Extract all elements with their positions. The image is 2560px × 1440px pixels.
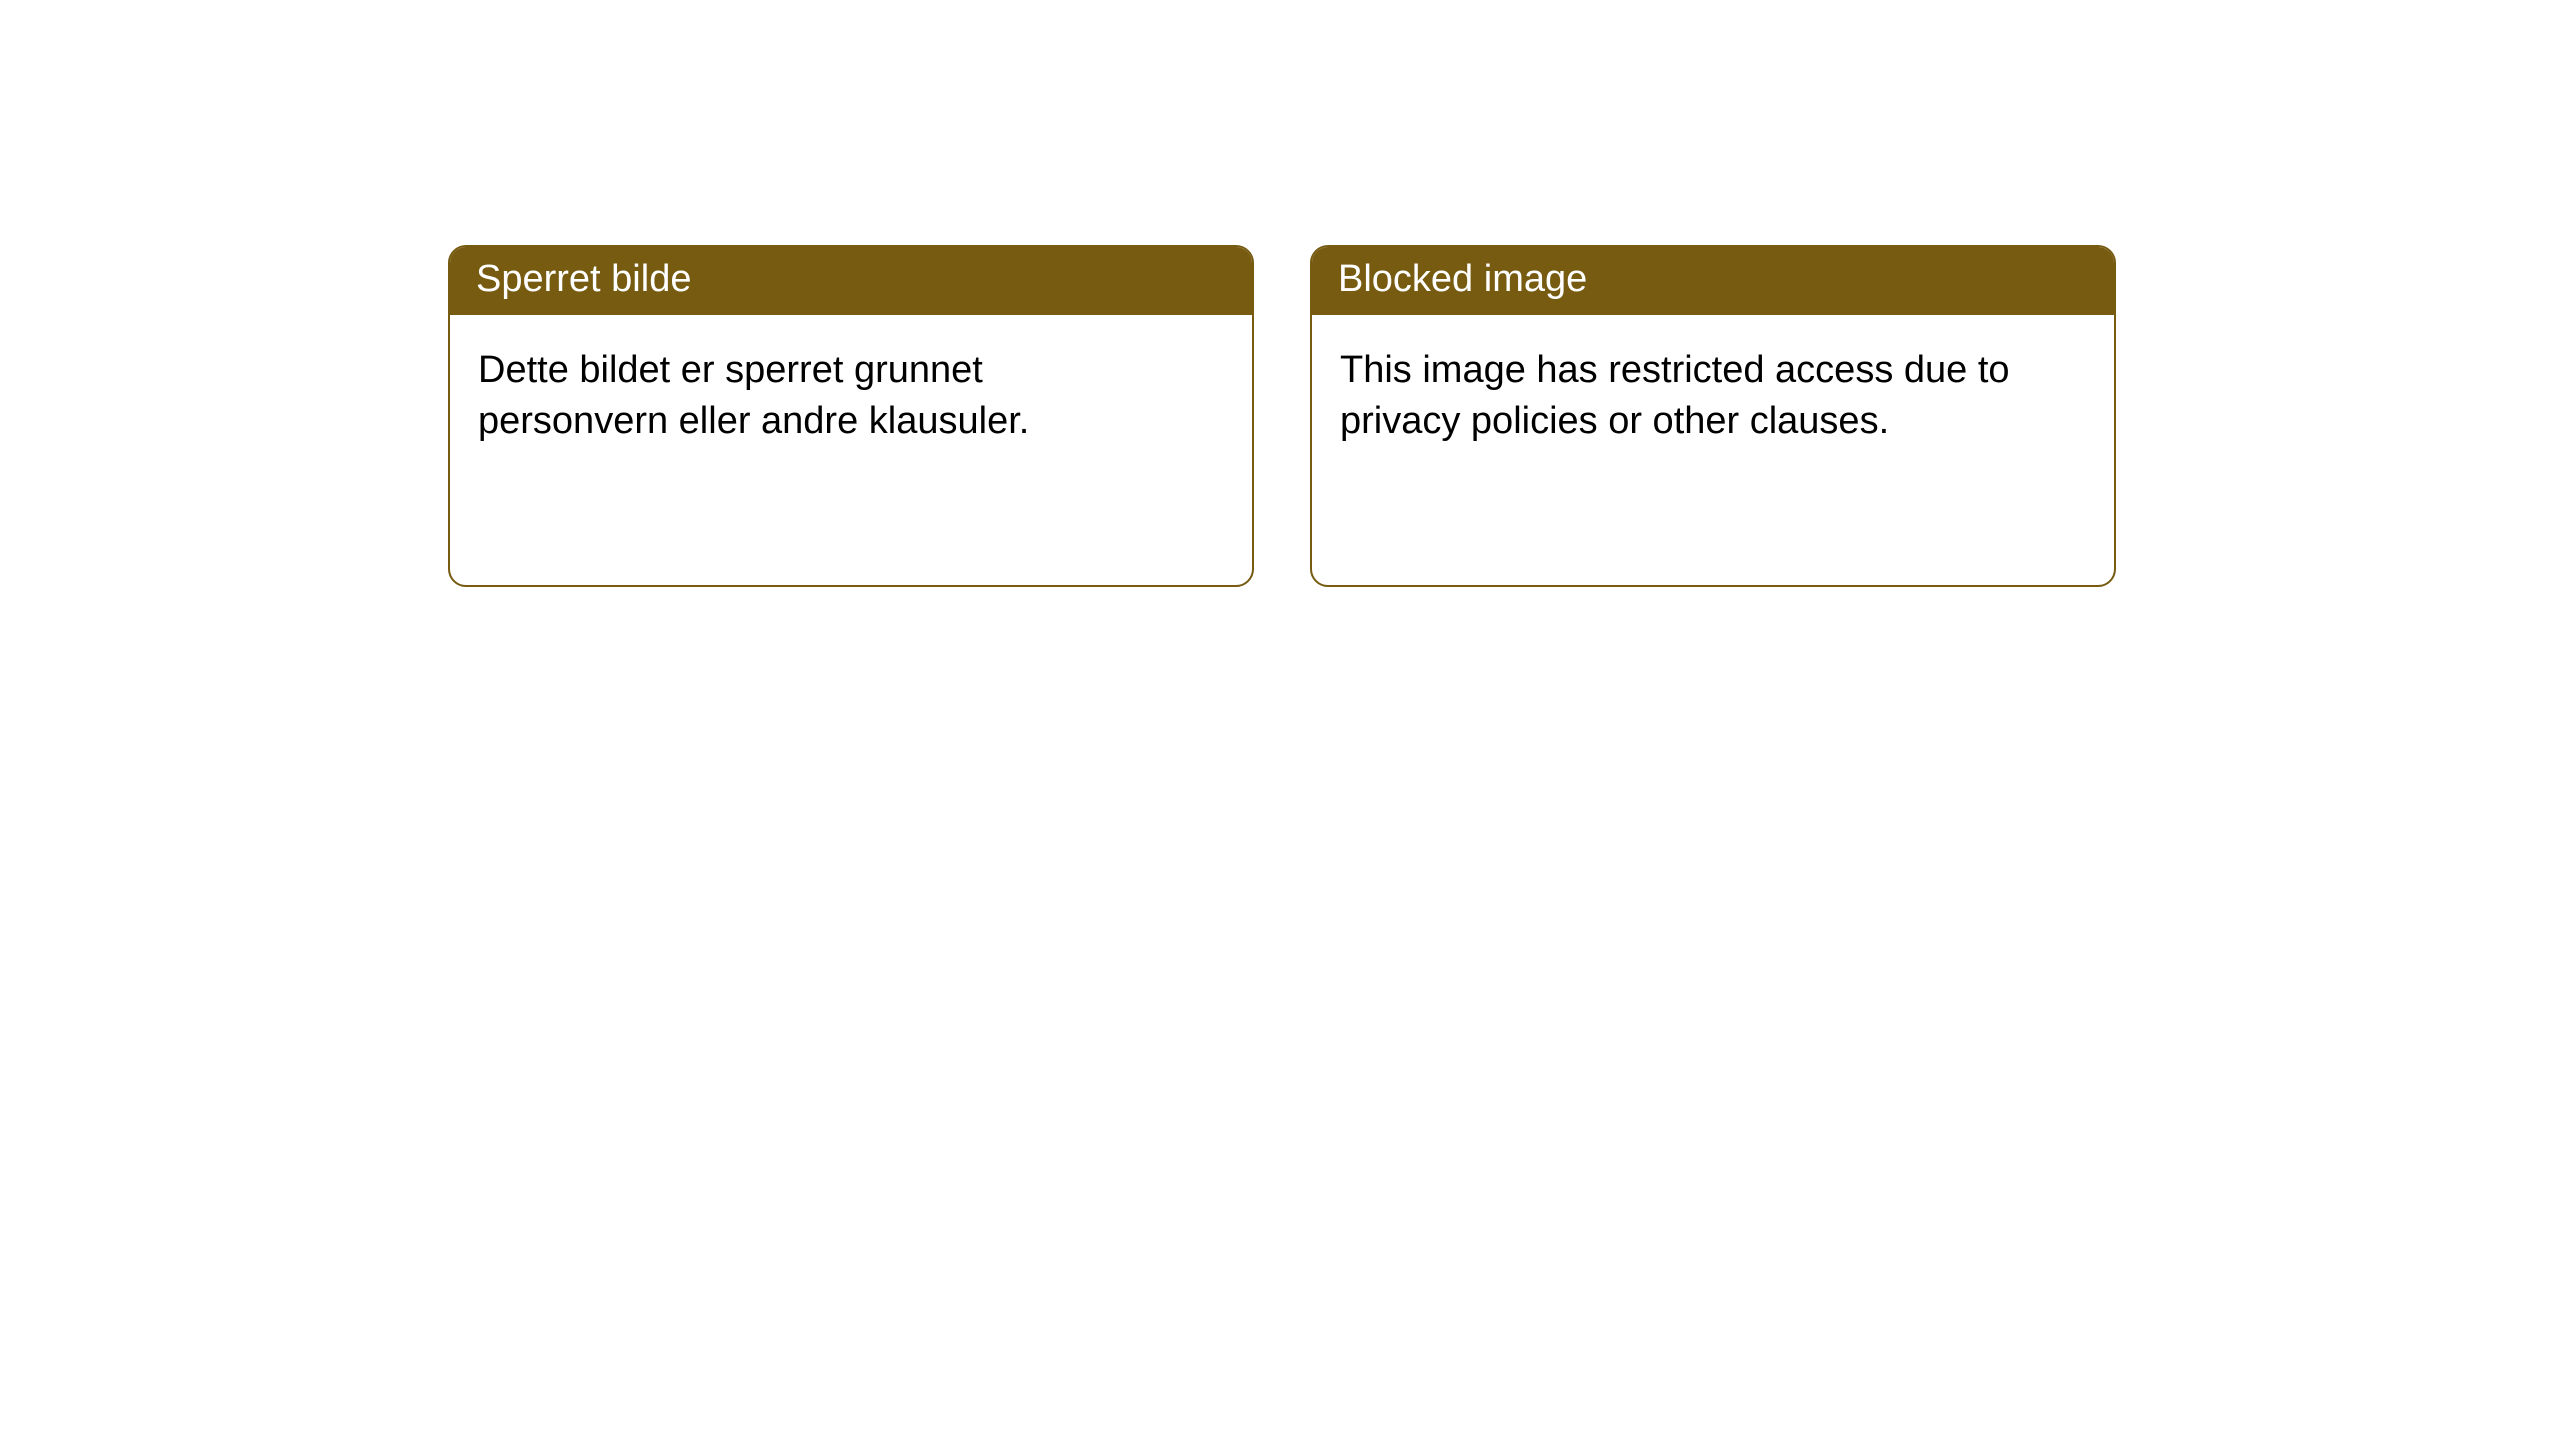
notice-body: Dette bildet er sperret grunnet personve… [450,315,1252,585]
notice-title: Sperret bilde [450,247,1252,315]
notice-container: Sperret bilde Dette bildet er sperret gr… [0,0,2560,587]
notice-card-norwegian: Sperret bilde Dette bildet er sperret gr… [448,245,1254,587]
notice-text: This image has restricted access due to … [1340,345,2020,448]
notice-body: This image has restricted access due to … [1312,315,2114,585]
notice-title: Blocked image [1312,247,2114,315]
notice-text: Dette bildet er sperret grunnet personve… [478,345,1158,448]
notice-card-english: Blocked image This image has restricted … [1310,245,2116,587]
